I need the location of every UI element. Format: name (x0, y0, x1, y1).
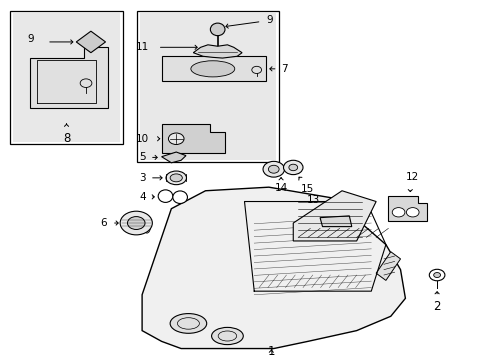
Bar (137, 12, 278, 162)
Text: 12: 12 (405, 172, 419, 182)
Polygon shape (161, 125, 224, 153)
Text: 13: 13 (306, 195, 320, 205)
Text: 4: 4 (139, 192, 146, 202)
Text: 9: 9 (27, 34, 34, 44)
Polygon shape (193, 45, 242, 58)
Circle shape (168, 133, 183, 144)
Bar (13, 13, 120, 142)
Ellipse shape (211, 327, 243, 345)
Text: 11: 11 (136, 42, 149, 52)
Text: 14: 14 (274, 183, 287, 193)
Ellipse shape (165, 171, 186, 185)
Polygon shape (161, 152, 185, 163)
Circle shape (127, 217, 145, 229)
Ellipse shape (143, 219, 150, 233)
Polygon shape (387, 196, 427, 221)
Bar (10, 12, 122, 144)
Circle shape (120, 211, 152, 235)
Ellipse shape (170, 314, 206, 333)
Ellipse shape (210, 23, 224, 36)
Circle shape (288, 164, 297, 171)
Polygon shape (320, 216, 351, 226)
Bar (140, 13, 276, 160)
Polygon shape (142, 187, 405, 348)
Text: 9: 9 (266, 15, 272, 26)
Circle shape (263, 161, 284, 177)
Polygon shape (76, 31, 105, 53)
Circle shape (268, 165, 279, 173)
Polygon shape (375, 252, 400, 280)
Ellipse shape (158, 190, 172, 202)
Text: 2: 2 (432, 300, 440, 313)
Ellipse shape (190, 61, 234, 77)
Text: 8: 8 (62, 132, 70, 145)
Text: 6: 6 (100, 218, 107, 228)
Circle shape (428, 269, 444, 281)
Text: 5: 5 (139, 152, 146, 162)
Circle shape (406, 208, 418, 217)
Text: 3: 3 (139, 173, 146, 183)
Ellipse shape (172, 191, 187, 203)
Text: 15: 15 (301, 184, 314, 194)
Text: 7: 7 (281, 64, 287, 74)
Polygon shape (161, 56, 266, 81)
Circle shape (283, 160, 303, 175)
Text: 1: 1 (267, 345, 275, 357)
Circle shape (433, 273, 440, 278)
Ellipse shape (170, 174, 182, 182)
Text: 10: 10 (136, 134, 149, 144)
Polygon shape (293, 191, 375, 241)
Polygon shape (30, 47, 108, 108)
Circle shape (391, 208, 404, 217)
